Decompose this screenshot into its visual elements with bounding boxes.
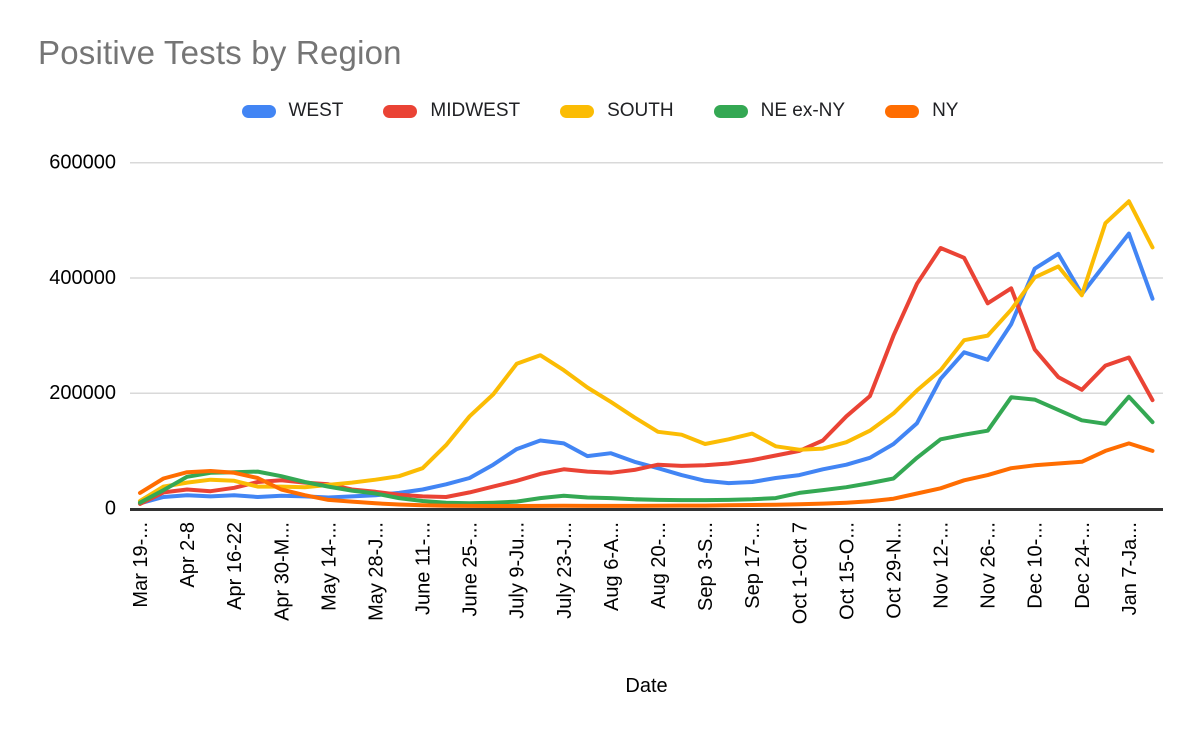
legend-swatch-west <box>241 104 276 118</box>
y-tick-label: 400000 <box>49 267 116 289</box>
legend-label-midwest: MIDWEST <box>430 100 521 121</box>
x-tick-label: Dec 24-... <box>1072 522 1094 609</box>
legend-label-west: WEST <box>288 100 344 121</box>
y-tick-label: 0 <box>105 498 116 520</box>
x-tick-label: Sep 17-... <box>742 522 764 609</box>
series-line-ny <box>138 441 1155 508</box>
x-tick-label: July 9-Ju... <box>507 522 529 619</box>
x-axis-title: Date <box>625 675 667 697</box>
series-line-midwest <box>138 246 1155 506</box>
series-line-west <box>138 231 1155 506</box>
legend-label-ne-ex-ny: NE ex-NY <box>760 100 846 121</box>
series-line-south <box>138 199 1155 503</box>
x-tick-label: Apr 2-8 <box>177 522 199 588</box>
x-tick-label: Nov 12-... <box>931 522 953 609</box>
y-tick-label: 200000 <box>49 382 116 404</box>
x-tick-label: May 14-... <box>318 522 340 611</box>
legend-swatch-ny <box>885 104 920 118</box>
x-tick-label: Oct 1-Oct 7 <box>789 522 811 624</box>
legend: WEST MIDWEST SOUTH NE ex-NY NY <box>0 100 1200 122</box>
x-tick-label: Oct 29-N... <box>883 522 905 619</box>
legend-swatch-midwest <box>383 104 418 118</box>
y-tick-label: 600000 <box>49 152 116 174</box>
legend-swatch-ne-ex-ny <box>713 104 748 118</box>
x-tick-label: June 11-... <box>413 522 435 615</box>
legend-item-ne-ex-ny[interactable]: NE ex-NY <box>713 100 846 122</box>
x-tick-label: Sep 3-S... <box>695 522 717 611</box>
legend-item-west[interactable]: WEST <box>241 100 344 122</box>
legend-item-ny[interactable]: NY <box>885 100 958 122</box>
chart-title: Positive Tests by Region <box>38 34 402 71</box>
x-tick-label: Aug 20-... <box>648 522 670 609</box>
x-tick-label: July 23-J... <box>554 522 576 619</box>
x-tick-label: Jan 7-Ja... <box>1119 522 1141 615</box>
x-tick-label: Dec 10-... <box>1025 522 1047 609</box>
x-tick-label: Apr 16-22 <box>224 522 246 610</box>
legend-swatch-south <box>560 104 595 118</box>
x-tick-label: Nov 26-... <box>978 522 1000 609</box>
legend-item-midwest[interactable]: MIDWEST <box>383 100 520 122</box>
x-tick-label: June 25-... <box>460 522 482 617</box>
legend-item-south[interactable]: SOUTH <box>560 100 674 122</box>
legend-label-ny: NY <box>932 100 959 121</box>
x-tick-label: Oct 15-O... <box>836 522 858 620</box>
legend-label-south: SOUTH <box>607 100 674 121</box>
series-line-ne-ex-ny <box>138 394 1155 506</box>
x-tick-label: Mar 19-... <box>130 522 152 608</box>
x-tick-label: Apr 30-M... <box>271 522 293 621</box>
x-tick-label: May 28-J... <box>365 522 387 621</box>
x-tick-label: Aug 6-A... <box>601 522 623 611</box>
